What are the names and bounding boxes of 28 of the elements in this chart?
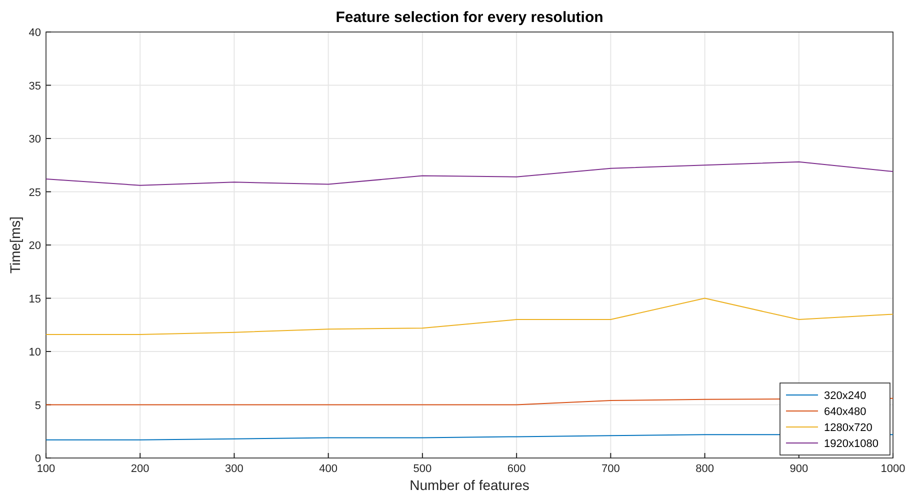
x-axis-title: Number of features: [410, 477, 530, 493]
y-tick-label: 20: [28, 240, 41, 252]
y-tick-label: 10: [28, 346, 41, 358]
line-series: [46, 298, 894, 335]
y-tick-label: 25: [28, 186, 41, 199]
y-tick-label: 30: [28, 134, 41, 146]
y-tick-label: 40: [28, 27, 41, 39]
chart-title: Feature selection for every resolution: [336, 9, 604, 26]
x-tick-label: 600: [507, 463, 526, 475]
x-tick-label: 300: [225, 463, 244, 475]
x-tick-label: 100: [36, 463, 56, 475]
legend-label: 1920x1080: [824, 438, 878, 450]
x-tick-label: 700: [601, 463, 620, 475]
y-tick-label: 5: [34, 400, 41, 412]
y-tick-label: 35: [28, 80, 41, 92]
legend-label: 320x240: [824, 390, 866, 402]
x-tick-label: 500: [413, 463, 432, 475]
x-tick-label: 800: [696, 463, 714, 475]
y-tick-label: 0: [34, 453, 41, 465]
line-series: [46, 161, 894, 186]
legend-label: 1280x720: [824, 422, 872, 434]
y-axis-title: Time[ms]: [7, 216, 23, 274]
x-tick-label: 900: [790, 463, 808, 475]
y-tick-label: 15: [28, 293, 41, 306]
legend-label: 640x480: [824, 406, 866, 418]
x-tick-label: 400: [319, 463, 338, 475]
x-tick-label: 1000: [880, 463, 906, 475]
x-tick-label: 200: [130, 463, 150, 475]
